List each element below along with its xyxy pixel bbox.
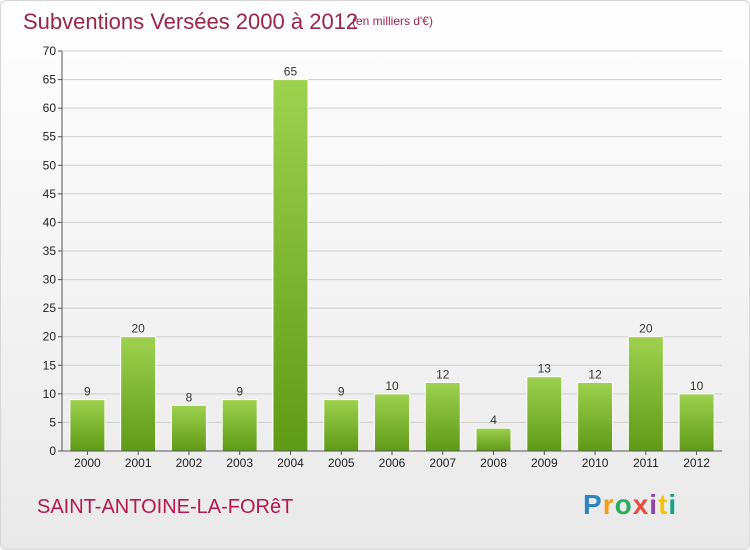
x-tick-label-2006: 2006 <box>379 456 406 470</box>
y-tick-label: 15 <box>43 358 57 372</box>
x-tick-label-2004: 2004 <box>277 456 304 470</box>
logo-letter: i <box>649 489 659 520</box>
bar-2004 <box>272 79 309 452</box>
data-label-2011: 20 <box>639 322 653 336</box>
y-tick-label: 45 <box>43 187 57 201</box>
bar-2002 <box>170 404 207 452</box>
bar-2009 <box>526 376 563 452</box>
data-label-2000: 9 <box>84 385 91 399</box>
logo-letter: r <box>602 489 615 520</box>
x-tick-label-2009: 2009 <box>531 456 558 470</box>
data-label-2008: 4 <box>490 413 497 427</box>
data-label-2005: 9 <box>338 385 345 399</box>
data-label-2010: 12 <box>588 367 602 381</box>
data-label-2006: 10 <box>385 379 399 393</box>
logo-letter: P <box>583 489 603 520</box>
y-tick-label: 20 <box>43 330 57 344</box>
y-tick-label: 65 <box>43 73 57 87</box>
data-label-2009: 13 <box>538 362 552 376</box>
y-tick-label: 40 <box>43 215 57 229</box>
bar-2000 <box>69 399 106 452</box>
bar-2010 <box>577 381 614 452</box>
data-label-2003: 9 <box>236 385 243 399</box>
y-tick-label: 10 <box>43 387 57 401</box>
x-tick-label-2012: 2012 <box>683 456 710 470</box>
data-label-2012: 10 <box>690 379 704 393</box>
x-tick-label-2003: 2003 <box>226 456 253 470</box>
commune-name: SAINT-ANTOINE-LA-FORêT <box>37 496 294 518</box>
bar-2001 <box>120 336 157 452</box>
data-label-2001: 20 <box>131 322 145 336</box>
x-tick-label-2007: 2007 <box>429 456 456 470</box>
logo-letter: t <box>658 489 669 520</box>
x-tick-label-2010: 2010 <box>582 456 609 470</box>
y-tick-label: 0 <box>49 444 56 458</box>
y-tick-label: 60 <box>43 101 57 115</box>
y-tick-label: 50 <box>43 158 57 172</box>
y-tick-label: 70 <box>43 44 57 58</box>
y-tick-label: 35 <box>43 244 57 258</box>
bar-2005 <box>323 399 360 452</box>
x-tick-label-2001: 2001 <box>125 456 152 470</box>
bar-2012 <box>678 393 715 452</box>
y-tick-label: 55 <box>43 130 57 144</box>
y-tick-label: 30 <box>43 273 57 287</box>
chart-unit-note: (en milliers d'€) <box>352 14 433 28</box>
data-label-2002: 8 <box>186 390 193 404</box>
bar-2006 <box>374 393 410 452</box>
bar-2003 <box>221 399 258 452</box>
x-tick-label-2005: 2005 <box>328 456 355 470</box>
y-tick-label: 25 <box>43 301 57 315</box>
bar-2008 <box>475 427 512 452</box>
logo-letter: x <box>632 489 650 520</box>
proxiti-logo: Proxiti <box>583 489 677 521</box>
x-tick-label-2008: 2008 <box>480 456 507 470</box>
axes <box>58 50 722 455</box>
labels: 0 5 10 15 20 25 30 35 40 45 50 55 60 65 70 9 2000 20 2001 8… <box>43 44 711 470</box>
logo-letter: i <box>668 489 678 520</box>
bars <box>69 79 715 452</box>
chart-title: Subventions Versées 2000 à 2012 <box>23 9 359 34</box>
bar-2011 <box>627 336 664 452</box>
bar-2007 <box>424 381 461 452</box>
x-tick-label-2011: 2011 <box>633 456 659 470</box>
x-tick-label-2002: 2002 <box>176 456 203 470</box>
x-tick-label-2000: 2000 <box>74 456 101 470</box>
data-label-2004: 65 <box>284 65 298 79</box>
logo-letter: o <box>614 489 633 520</box>
y-tick-label: 5 <box>49 415 56 429</box>
data-label-2007: 12 <box>436 367 450 381</box>
